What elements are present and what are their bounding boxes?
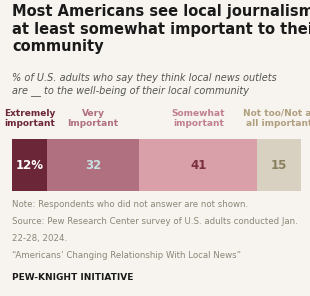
Text: Somewhat
important: Somewhat important bbox=[172, 109, 225, 128]
Bar bbox=[139, 139, 258, 191]
Text: “Americans’ Changing Relationship With Local News”: “Americans’ Changing Relationship With L… bbox=[12, 251, 241, 260]
Text: Not too/Not at
all important: Not too/Not at all important bbox=[243, 109, 310, 128]
Bar bbox=[12, 139, 47, 191]
Bar bbox=[258, 139, 301, 191]
Text: 22-28, 2024.: 22-28, 2024. bbox=[12, 234, 68, 243]
Text: 32: 32 bbox=[85, 159, 101, 171]
Text: Most Americans see local journalism as
at least somewhat important to their
comm: Most Americans see local journalism as a… bbox=[12, 4, 310, 54]
Text: 12%: 12% bbox=[16, 159, 44, 171]
Text: Extremely
important: Extremely important bbox=[4, 109, 55, 128]
Text: 41: 41 bbox=[190, 159, 206, 171]
Text: Note: Respondents who did not answer are not shown.: Note: Respondents who did not answer are… bbox=[12, 200, 249, 209]
Text: % of U.S. adults who say they think local news outlets
are __ to the well-being : % of U.S. adults who say they think loca… bbox=[12, 73, 277, 96]
Text: PEW-KNIGHT INITIATIVE: PEW-KNIGHT INITIATIVE bbox=[12, 273, 134, 282]
Bar bbox=[47, 139, 139, 191]
Text: Source: Pew Research Center survey of U.S. adults conducted Jan.: Source: Pew Research Center survey of U.… bbox=[12, 217, 298, 226]
Text: Very
Important: Very Important bbox=[68, 109, 119, 128]
Text: 15: 15 bbox=[271, 159, 287, 171]
